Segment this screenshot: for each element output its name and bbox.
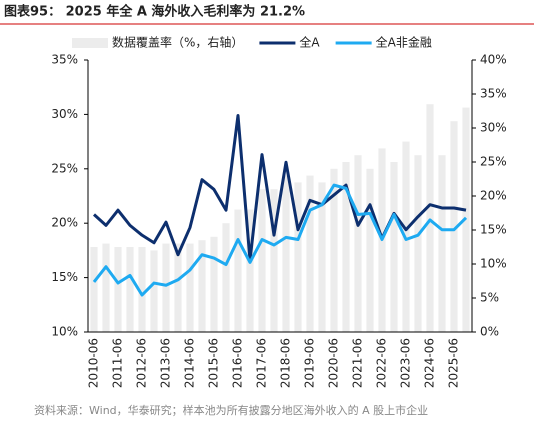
y-tick-label: 25% — [51, 161, 78, 175]
x-tick-label: 2018-06 — [279, 338, 293, 388]
bar — [282, 175, 290, 332]
bar — [426, 104, 434, 332]
bar — [162, 243, 170, 332]
y2-tick-label: 5% — [480, 291, 499, 305]
x-tick-label: 2021-06 — [351, 338, 365, 388]
x-tick-label: 2025-06 — [447, 338, 461, 388]
x-tick-label: 2022-06 — [375, 338, 389, 388]
x-tick-label: 2010-06 — [87, 338, 101, 388]
y-tick-label: 15% — [51, 270, 78, 284]
line — [92, 183, 468, 297]
bar — [210, 236, 218, 332]
bar — [438, 155, 446, 332]
bar — [318, 182, 326, 332]
y2-tick-label: 15% — [480, 223, 507, 237]
bar — [222, 223, 230, 332]
x-tick-label: 2017-06 — [255, 338, 269, 388]
x-tick-label: 2020-06 — [327, 338, 341, 388]
x-tick-label: 2011-06 — [111, 338, 125, 388]
chart-title: 图表95： 2025 年全 A 海外收入毛利率为 21.2% — [4, 4, 305, 20]
y-tick-label: 35% — [51, 53, 78, 67]
x-tick-label: 2024-06 — [423, 338, 437, 388]
y2-tick-label: 10% — [480, 257, 507, 271]
bar — [294, 182, 302, 332]
y2-tick-label: 25% — [480, 155, 507, 169]
y2-tick-label: 35% — [480, 87, 507, 101]
bar — [354, 155, 362, 332]
y-tick-label: 10% — [51, 325, 78, 339]
y-tick-label: 20% — [51, 216, 78, 230]
bar — [234, 209, 242, 332]
legend-label: 数据覆盖率（%，右轴） — [112, 35, 243, 50]
bar — [186, 243, 194, 332]
bar — [246, 209, 254, 332]
bar — [258, 189, 266, 332]
bar — [414, 155, 422, 332]
x-tick-label: 2012-06 — [135, 338, 149, 388]
bar — [102, 243, 110, 332]
x-tick-label: 2019-06 — [303, 338, 317, 388]
bar — [150, 250, 158, 332]
bar — [90, 247, 98, 332]
legend-swatch — [72, 38, 108, 48]
x-tick-label: 2015-06 — [207, 338, 221, 388]
bar — [330, 168, 338, 332]
x-tick-label: 2023-06 — [399, 338, 413, 388]
y2-tick-label: 20% — [480, 189, 507, 203]
x-tick-label: 2014-06 — [183, 338, 197, 388]
source: 资料来源：Wind，华泰研究；样本池为所有披露分地区海外收入的 A 股上市企业 — [34, 403, 428, 417]
bar — [114, 247, 122, 332]
line — [92, 113, 467, 262]
bar — [174, 243, 182, 332]
x-tick-label: 2016-06 — [231, 338, 245, 388]
y2-tick-label: 30% — [480, 121, 507, 135]
bar — [126, 247, 134, 332]
bar — [342, 162, 350, 332]
bar — [450, 121, 458, 332]
bar — [270, 189, 278, 332]
legend-label: 全A非金融 — [376, 35, 432, 50]
legend-label: 全A — [299, 35, 320, 50]
bar — [366, 168, 374, 332]
y-tick-label: 30% — [51, 107, 78, 121]
bar — [198, 240, 206, 332]
bar — [306, 175, 314, 332]
x-tick-label: 2013-06 — [159, 338, 173, 388]
y2-tick-label: 0% — [480, 325, 499, 339]
bar — [138, 247, 146, 332]
bar — [390, 162, 398, 332]
y2-tick-label: 40% — [480, 53, 507, 67]
